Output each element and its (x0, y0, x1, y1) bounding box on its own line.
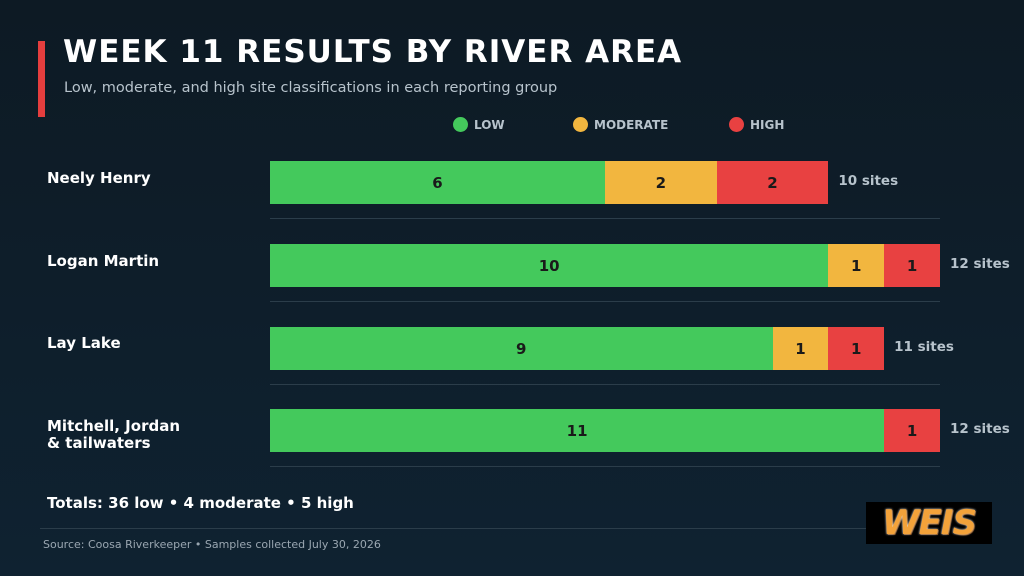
legend-label-moderate: MODERATE (594, 117, 669, 132)
category-label-line: Neely Henry (47, 169, 151, 187)
bar-segment-high: 1 (884, 244, 940, 287)
row-divider (270, 218, 940, 219)
legend-item-high: HIGH (729, 117, 784, 132)
bar-total-label: 12 sites (950, 256, 1010, 272)
bar-segment-high: 2 (716, 161, 829, 204)
bar-segment-moderate: 1 (828, 244, 885, 287)
bar-segment-low: 11 (270, 409, 885, 452)
chart-legend: LOW MODERATE HIGH (0, 117, 1024, 137)
bar-total-label: 11 sites (894, 339, 954, 355)
stacked-bar: 10 1 1 (270, 244, 940, 287)
legend-item-low: LOW (453, 117, 505, 132)
category-label-line: Mitchell, Jordan (47, 417, 181, 435)
source-note: Source: Coosa Riverkeeper • Samples coll… (43, 538, 381, 551)
legend-label-low: LOW (474, 117, 505, 132)
legend-dot-low-icon (453, 117, 468, 132)
legend-label-high: HIGH (750, 117, 785, 132)
row-divider (270, 384, 940, 385)
legend-item-moderate: MODERATE (573, 117, 668, 132)
bar-segment-high: 1 (884, 409, 940, 452)
bar-segment-low: 9 (270, 327, 773, 370)
category-label-line: Lay Lake (47, 334, 121, 352)
bar-segment-moderate: 1 (772, 327, 829, 370)
title-accent-bar (38, 41, 45, 117)
bar-segment-low: 6 (270, 161, 605, 204)
weis-logo: WEIS (866, 502, 992, 544)
bar-total-label: 12 sites (950, 421, 1010, 437)
row-divider (270, 301, 940, 302)
logo-text: WEIS (882, 503, 977, 543)
bar-total-label: 10 sites (838, 173, 899, 189)
footer-divider (40, 528, 984, 529)
legend-dot-moderate-icon (573, 117, 588, 132)
chart-title: WEEK 11 RESULTS BY RIVER AREA (63, 34, 683, 70)
category-label: Logan Martin (47, 253, 159, 270)
row-divider (270, 466, 940, 467)
category-label-line: Logan Martin (47, 252, 160, 270)
category-label: Neely Henry (47, 170, 151, 187)
category-label-line: & tailwaters (47, 434, 151, 452)
bar-segment-moderate: 2 (605, 161, 717, 204)
chart-subtitle: Low, moderate, and high site classificat… (64, 80, 558, 96)
totals-summary: Totals: 36 low • 4 moderate • 5 high (47, 494, 354, 512)
bar-segment-low: 10 (270, 244, 829, 287)
category-label: Lay Lake (47, 335, 121, 352)
legend-dot-high-icon (729, 117, 744, 132)
bar-segment-high: 1 (828, 327, 885, 370)
category-label: Mitchell, Jordan & tailwaters (47, 418, 180, 452)
stacked-bar: 11 1 (270, 409, 940, 452)
